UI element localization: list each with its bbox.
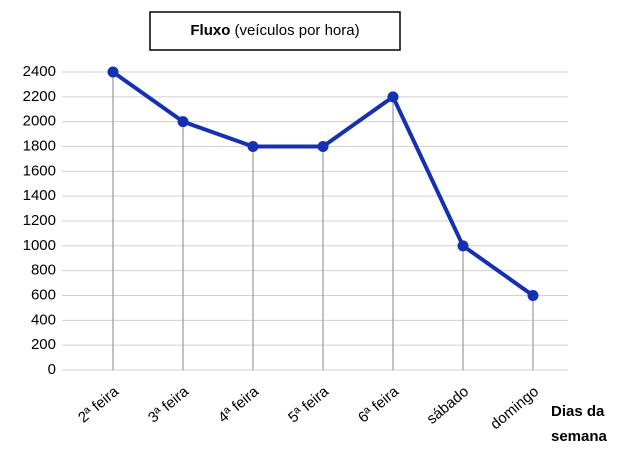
x-tick-label: domingo (487, 383, 542, 433)
x-tick-label: 4ª feira (215, 383, 263, 427)
y-tick-label: 600 (31, 286, 56, 303)
data-point (177, 116, 189, 128)
data-point (317, 141, 329, 152)
y-tick-label: 400 (31, 311, 56, 328)
title-box (149, 11, 401, 51)
x-tick-label: 3ª feira (145, 383, 193, 427)
y-tick-label: 2000 (23, 113, 56, 130)
chart-title: Fluxo (veículos por hora) (190, 22, 359, 39)
data-point (527, 290, 539, 301)
y-tick-label: 1200 (23, 212, 56, 229)
data-point (387, 91, 399, 103)
x-tick-label: 2ª feira (75, 383, 123, 427)
title-unit: (veículos por hora) (235, 22, 360, 39)
x-axis-label: semana (551, 428, 608, 445)
data-point (107, 66, 119, 78)
data-point (457, 240, 469, 252)
x-tick-label: sábado (423, 383, 472, 428)
y-tick-label: 0 (48, 361, 56, 378)
y-tick-label: 2400 (23, 63, 56, 80)
data-point (247, 141, 259, 152)
x-axis-label: Dias da (551, 403, 605, 420)
x-tick-label: 5ª feira (285, 383, 333, 427)
y-tick-label: 2200 (23, 88, 56, 105)
y-tick-label: 800 (31, 262, 56, 279)
title-main: Fluxo (190, 22, 230, 39)
y-tick-label: 200 (31, 336, 56, 353)
y-tick-label: 1400 (23, 187, 56, 204)
y-tick-label: 1800 (23, 137, 56, 154)
y-tick-label: 1600 (23, 162, 56, 179)
x-tick-label: 6ª feira (355, 383, 403, 427)
y-tick-label: 1000 (23, 237, 56, 254)
